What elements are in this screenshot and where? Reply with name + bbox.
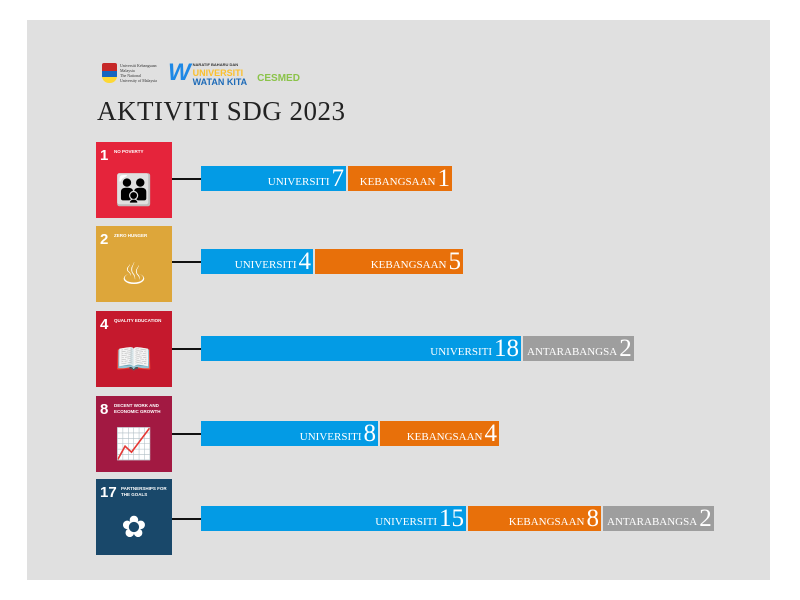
sdg-label: ZERO HUNGER [114, 233, 148, 238]
flower-rings-icon: ✿ [121, 511, 147, 544]
segment-value: 8 [363, 420, 377, 447]
stacked-bar-sdg-4: UNIVERSITI 18 ANTARABANGSA 2 [201, 336, 634, 361]
segment-value: 2 [619, 335, 632, 362]
segment-label: KEBANGSAAN [370, 259, 447, 271]
bar-segment-kebangsaan: KEBANGSAAN 1 [348, 166, 452, 191]
ukm-logo: Universiti Kebangsaan Malaysia The Nation… [102, 63, 158, 83]
segment-label: UNIVERSITI [430, 346, 492, 358]
soup-bowl-icon: ♨ [120, 258, 148, 291]
connector-line [172, 178, 201, 180]
sdg-number: 4 [100, 316, 109, 333]
segment-label: KEBANGSAAN [406, 431, 483, 443]
bar-segment-antarabangsa: ANTARABANGSA 2 [603, 506, 714, 531]
sdg-17-tile: 17 PARTNERSHIPS FOR THE GOALS ✿ [96, 479, 172, 555]
stacked-bar-sdg-8: UNIVERSITI 8 KEBANGSAAN 4 [201, 421, 499, 446]
uwk-tagline: NARATIF BAHARU DAN [192, 62, 239, 67]
sdg-2-tile: 2 ZERO HUNGER ♨ [96, 226, 172, 302]
uwk-line2: WATAN KITA [192, 77, 248, 87]
book-pencil-icon: 📖 [115, 343, 153, 376]
segment-value: 1 [437, 165, 451, 192]
segment-value: 8 [586, 505, 600, 532]
connector-line [172, 348, 201, 350]
uwk-line1: UNIVERSITI [192, 68, 244, 78]
segment-label: UNIVERSITI [375, 516, 437, 528]
bar-segment-universiti: UNIVERSITI 7 [201, 166, 346, 191]
bar-segment-kebangsaan: KEBANGSAAN 4 [380, 421, 499, 446]
growth-chart-icon: 📈 [115, 428, 153, 461]
universiti-watan-kita-logo: W NARATIF BAHARU DAN UNIVERSITI WATAN KITA [168, 59, 247, 87]
segment-value: 4 [484, 420, 498, 447]
connector-line [172, 433, 201, 435]
sdg-number: 1 [100, 147, 109, 164]
segment-value: 2 [699, 505, 712, 532]
bar-segment-universiti: UNIVERSITI 4 [201, 249, 313, 274]
segment-value: 5 [448, 248, 462, 275]
segment-label: UNIVERSITI [299, 431, 362, 443]
segment-value: 4 [298, 248, 312, 275]
segment-label: KEBANGSAAN [508, 516, 585, 528]
connector-line [172, 261, 201, 263]
sdg-number: 17 [100, 484, 117, 501]
page-title: AKTIVITI SDG 2023 [97, 96, 346, 126]
segment-value: 15 [439, 505, 464, 532]
stacked-bar-sdg-1: UNIVERSITI 7 KEBANGSAAN 1 [201, 166, 452, 191]
ukm-logo-text: Universiti Kebangsaan Malaysia [120, 63, 157, 73]
ukm-logo-subtext: The National University of Malaysia [120, 73, 157, 83]
connector-line [172, 518, 201, 520]
sdg-label: QUALITY EDUCATION [114, 318, 162, 323]
ukm-crest-icon [102, 63, 117, 83]
w-mark-icon: W [168, 59, 191, 86]
logo-strip: Universiti Kebangsaan Malaysia The Nation… [102, 58, 300, 88]
bar-segment-universiti: UNIVERSITI 18 [201, 336, 521, 361]
segment-label: UNIVERSITI [267, 176, 330, 188]
bar-segment-kebangsaan: KEBANGSAAN 8 [468, 506, 601, 531]
segment-value: 18 [494, 335, 519, 362]
bar-segment-universiti: UNIVERSITI 8 [201, 421, 378, 446]
stacked-bar-sdg-2: UNIVERSITI 4 KEBANGSAAN 5 [201, 249, 463, 274]
stacked-bar-sdg-17: UNIVERSITI 15 KEBANGSAAN 8 ANTARABANGSA 2 [201, 506, 714, 531]
segment-label: ANTARABANGSA [607, 516, 698, 528]
sdg-4-tile: 4 QUALITY EDUCATION 📖 [96, 311, 172, 387]
family-icon: 👪 [115, 174, 153, 207]
segment-label: ANTARABANGSA [527, 346, 618, 358]
bar-segment-antarabangsa: ANTARABANGSA 2 [523, 336, 634, 361]
sdg-label: NO POVERTY [114, 149, 144, 154]
sdg-number: 8 [100, 401, 109, 418]
sdg-label: PARTNERSHIPS FOR THE GOALS [121, 486, 167, 497]
sdg-8-tile: 8 DECENT WORK AND ECONOMIC GROWTH 📈 [96, 396, 172, 472]
sdg-1-tile: 1 NO POVERTY 👪 [96, 142, 172, 218]
sdg-number: 2 [100, 231, 109, 248]
segment-label: UNIVERSITI [234, 259, 297, 271]
bar-segment-universiti: UNIVERSITI 15 [201, 506, 466, 531]
segment-label: KEBANGSAAN [359, 176, 436, 188]
sdg-label: DECENT WORK AND ECONOMIC GROWTH [114, 403, 161, 414]
bar-segment-kebangsaan: KEBANGSAAN 5 [315, 249, 463, 274]
segment-value: 7 [331, 165, 345, 192]
cesmed-logo: CESMED [257, 72, 300, 84]
